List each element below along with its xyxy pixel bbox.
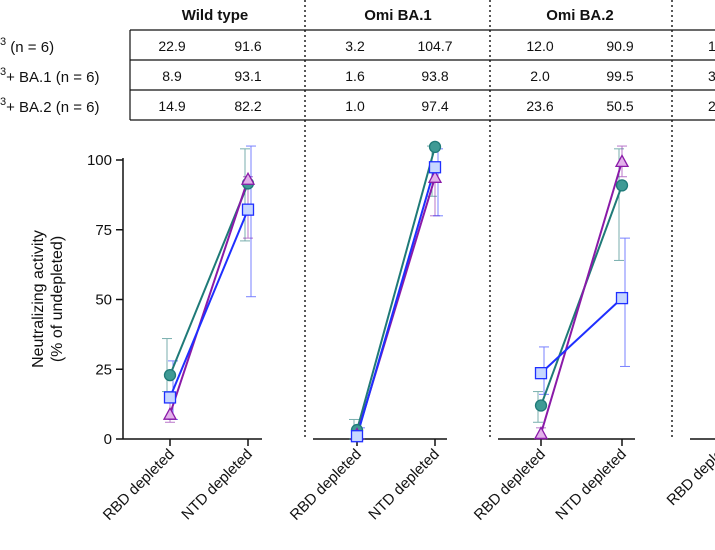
row-label-1-text: (n = 6): [6, 39, 54, 56]
x-tick-label-cutoff: RBD deple: [664, 446, 715, 509]
table-cell: 1.6: [345, 68, 365, 84]
data-point-triangle: [614, 154, 630, 168]
table-cell: 90.9: [606, 38, 633, 54]
table-cell: 12.0: [526, 38, 553, 54]
y-tick-label: 0: [104, 431, 112, 448]
column-header-wild-type: Wild type: [182, 7, 249, 24]
table-cell: 1.0: [345, 98, 365, 114]
data-point-square: [615, 291, 629, 305]
table-cell: 93.1: [234, 68, 261, 84]
row-label-2-text: + BA.1 (n = 6): [6, 69, 99, 86]
table-cell-cutoff: 3: [708, 68, 715, 84]
x-tick-label: NTD depleted: [365, 446, 442, 523]
data-point-square: [350, 430, 364, 443]
x-tick-label: NTD depleted: [552, 446, 629, 523]
y-tick-label: 75: [95, 222, 112, 239]
x-tick-label: NTD depleted: [178, 446, 255, 523]
row-label-3-text: + BA.2 (n = 6): [6, 99, 99, 116]
row-label-1: 3 (n = 6): [0, 36, 54, 56]
series-line: [540, 161, 623, 434]
x-tick-label: RBD depleted: [287, 446, 365, 524]
series-line: [169, 209, 249, 398]
row-label-3: 3+ BA.2 (n = 6): [0, 96, 100, 116]
data-point-circle: [163, 368, 177, 382]
y-tick-label: 50: [95, 292, 112, 309]
svg-text:3 (n = 6): 3 (n = 6): [0, 36, 54, 56]
table-cell-cutoff: 1: [708, 38, 715, 54]
table-cell: 93.8: [421, 68, 448, 84]
series-line: [356, 166, 436, 437]
series-line: [356, 146, 436, 431]
table-cell: 22.9: [158, 38, 185, 54]
chart-plot: [162, 140, 630, 443]
table-cell-cutoff: 2: [708, 98, 715, 114]
column-header-omi-ba2: Omi BA.2: [546, 7, 614, 24]
data-point-triangle: [240, 171, 256, 185]
x-tick-label: RBD depleted: [471, 446, 549, 524]
data-point-square: [241, 203, 255, 216]
table-cell: 91.6: [234, 38, 261, 54]
table-cell: 14.9: [158, 98, 185, 114]
data-point-triangle: [162, 406, 178, 420]
error-bar: [246, 145, 256, 298]
data-point-circle: [428, 140, 442, 154]
column-header-omi-ba1: Omi BA.1: [364, 7, 432, 24]
table-grid: [129, 29, 715, 121]
table-cell: 2.0: [530, 68, 550, 84]
error-bar: [162, 338, 172, 393]
table-cell: 82.2: [234, 98, 261, 114]
y-axis-label-line2: (% of undepleted): [49, 236, 66, 362]
table-cell: 99.5: [606, 68, 633, 84]
x-tick-label: RBD depleted: [100, 446, 178, 524]
data-point-square: [428, 161, 442, 174]
data-point-circle: [534, 399, 548, 412]
y-axis-label-line1: Neutralizing activity: [30, 230, 47, 368]
data-point-square: [534, 367, 548, 380]
table-cell: 23.6: [526, 98, 553, 114]
table-cell: 50.5: [606, 98, 633, 114]
table-cell: 3.2: [345, 38, 365, 54]
series-line: [169, 178, 249, 415]
data-point-triangle: [533, 426, 549, 440]
svg-text:3+ BA.1 (n = 6): 3+ BA.1 (n = 6): [0, 66, 100, 86]
svg-text:3+ BA.2 (n = 6): 3+ BA.2 (n = 6): [0, 96, 100, 116]
y-tick-label: 100: [87, 152, 112, 169]
data-point-circle: [615, 179, 629, 192]
series-line: [540, 297, 623, 374]
panel-separators: [304, 0, 673, 440]
error-bar: [240, 148, 250, 242]
table-cell: 8.9: [162, 68, 182, 84]
data-point-square: [163, 391, 177, 404]
table-cell: 97.4: [421, 98, 448, 114]
row-label-3-prefix: 3: [0, 96, 6, 108]
row-label-2: 3+ BA.1 (n = 6): [0, 66, 100, 86]
table-cell: 104.7: [417, 38, 452, 54]
y-tick-label: 25: [95, 361, 112, 378]
data-point-triangle: [427, 169, 443, 183]
row-label-1-prefix: 3: [0, 36, 6, 48]
row-label-2-prefix: 3: [0, 66, 6, 78]
